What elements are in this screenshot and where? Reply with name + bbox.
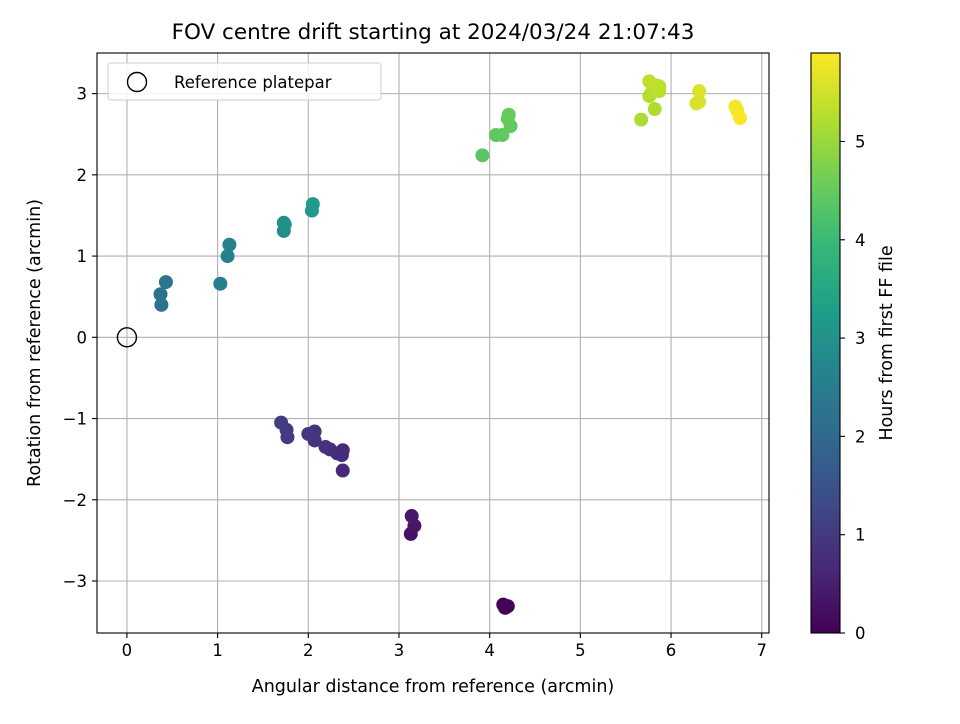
data-point: [220, 249, 235, 264]
x-tick-label: 4: [484, 641, 495, 660]
data-point: [692, 94, 707, 109]
data-point: [222, 237, 237, 252]
y-axis-label: Rotation from reference (arcmin): [25, 199, 45, 487]
data-point: [732, 110, 747, 125]
data-point: [153, 287, 168, 302]
data-point: [500, 599, 515, 614]
chart-title: FOV centre drift starting at 2024/03/24 …: [172, 20, 695, 45]
colorbar-tick-label: 3: [855, 329, 866, 348]
x-tick-label: 7: [756, 641, 767, 660]
x-tick-label: 0: [122, 641, 133, 660]
data-point: [475, 148, 490, 163]
colorbar-tick-label: 2: [855, 427, 866, 446]
y-tick-label: 2: [77, 166, 88, 185]
data-point: [642, 74, 657, 89]
colorbar-label: Hours from first FF file: [877, 245, 897, 440]
data-point: [495, 128, 510, 143]
legend-marker: [126, 71, 148, 93]
y-tick-label: 0: [77, 328, 88, 347]
data-point: [647, 102, 662, 117]
data-point: [634, 112, 649, 127]
y-tick-label: 3: [77, 85, 88, 104]
y-tick-label: −1: [63, 410, 87, 429]
x-tick-label: 3: [394, 641, 405, 660]
y-tick-label: 1: [77, 247, 88, 266]
y-tick-label: −2: [63, 491, 87, 510]
colorbar-tick-label: 0: [855, 624, 866, 643]
data-point: [318, 439, 333, 454]
colorbar-gradient: [811, 53, 840, 633]
x-tick-label: 5: [575, 641, 586, 660]
data-point: [404, 509, 419, 524]
y-tick-label: −3: [63, 572, 87, 591]
plot-frame: [96, 52, 770, 634]
data-point: [305, 197, 320, 212]
colorbar-tick-label: 5: [855, 132, 866, 151]
x-tick-label: 2: [303, 641, 314, 660]
data-point: [335, 463, 350, 478]
data-point: [274, 415, 289, 430]
x-tick-label: 1: [212, 641, 223, 660]
data-point: [276, 215, 291, 230]
legend-label: Reference platepar: [174, 73, 332, 92]
colorbar-frame: [810, 52, 841, 634]
data-point: [692, 84, 707, 99]
data-point: [301, 426, 316, 441]
data-point: [213, 276, 228, 291]
colorbar-tick-label: 1: [855, 526, 866, 545]
data-point: [158, 275, 173, 290]
colorbar-tick-label: 4: [855, 231, 866, 250]
legend-box: [107, 62, 382, 101]
data-point: [501, 107, 516, 122]
reference-point: [116, 327, 138, 348]
data-point: [154, 297, 169, 312]
x-tick-label: 6: [666, 641, 677, 660]
x-axis-label: Angular distance from reference (arcmin): [252, 677, 615, 697]
